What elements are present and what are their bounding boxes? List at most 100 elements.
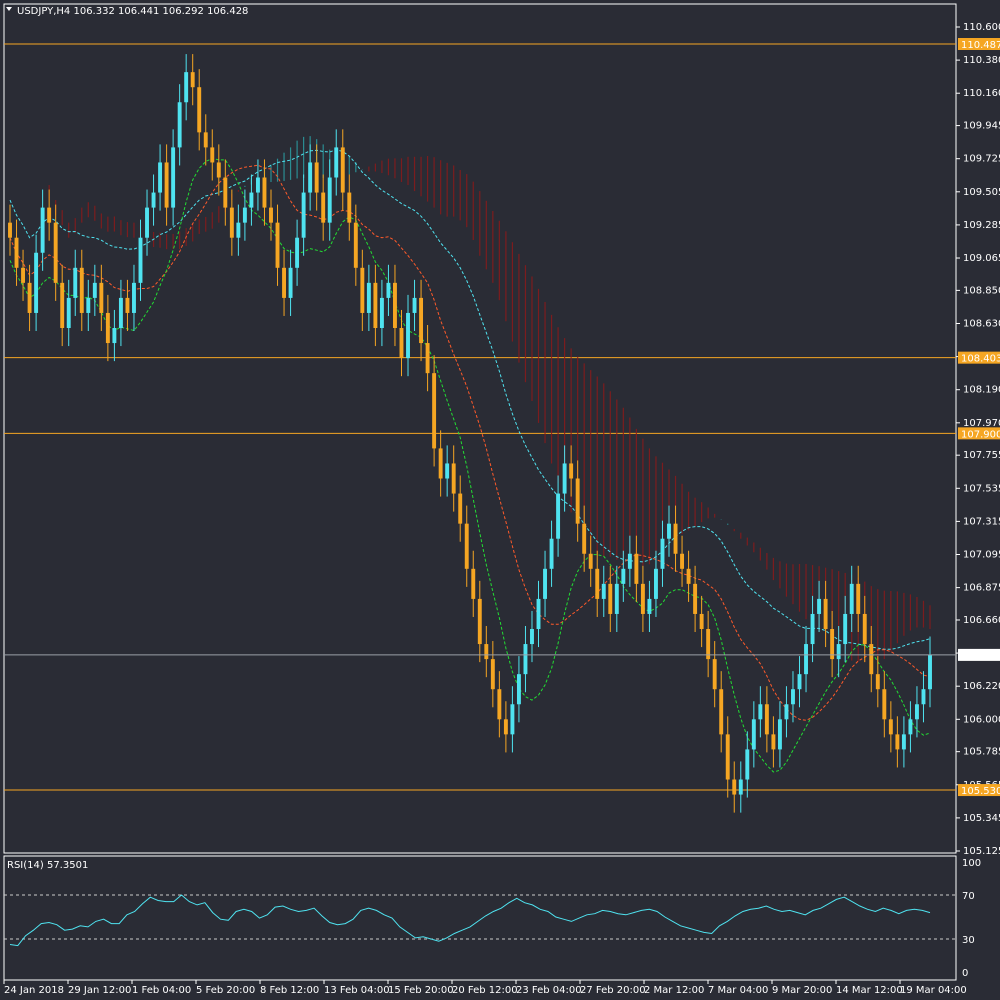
candle-body: [432, 373, 437, 449]
candle-body: [314, 162, 319, 193]
candle-body: [269, 207, 273, 223]
candle-body: [588, 553, 593, 569]
level-label: 108.403: [961, 354, 1000, 365]
rsi-axis-label: 100: [962, 858, 981, 869]
candle-body: [308, 162, 313, 193]
candle-body: [92, 282, 97, 298]
candle-body: [523, 644, 528, 675]
candle-body: [875, 674, 880, 690]
candle-body: [530, 629, 534, 645]
candle-body: [203, 132, 208, 148]
candle-body: [301, 192, 306, 238]
candle-body: [86, 297, 91, 313]
candle-body: [282, 267, 286, 298]
candle-body: [190, 72, 195, 88]
price-axis-label: 110.380: [963, 55, 1000, 66]
candle-body: [132, 282, 136, 313]
candle-body: [647, 598, 652, 614]
candle-body: [353, 222, 358, 268]
candle-body: [40, 207, 45, 253]
candle-body: [914, 704, 919, 720]
candle-body: [210, 147, 215, 163]
current-price-label: 106.428: [961, 651, 1000, 662]
price-axis-label: 105.345: [963, 813, 1000, 824]
candle-body: [125, 297, 130, 313]
candle-body: [680, 553, 685, 569]
candle-body: [53, 222, 58, 283]
rsi-axis-label: 0: [962, 968, 968, 979]
rsi-axis-label: 70: [962, 891, 975, 902]
candle-body: [497, 689, 502, 720]
candle-body: [105, 312, 110, 344]
candle-body: [295, 237, 300, 268]
candle-body: [229, 207, 234, 238]
candle-body: [458, 493, 463, 524]
candle-body: [138, 237, 143, 283]
ema-fast-line: [9, 157, 931, 773]
rsi-axis-label: 30: [962, 935, 975, 946]
candle-body: [882, 689, 887, 720]
level-label-box: [958, 427, 1000, 440]
main-price-panel: [3, 3, 957, 854]
candle-body: [732, 779, 737, 795]
time-axis-label: 19 Mar 04:00: [900, 985, 967, 996]
candle-body: [73, 267, 78, 298]
candle-body: [412, 297, 417, 313]
candle-body: [334, 147, 339, 178]
candle-body: [797, 674, 802, 690]
price-axis-label: 107.755: [963, 450, 1000, 461]
triangle-down-icon[interactable]: [6, 7, 12, 11]
candle-body: [171, 147, 176, 208]
candle-body: [236, 222, 241, 238]
candle-body: [477, 598, 482, 645]
candle-body: [66, 297, 71, 329]
candle-body: [451, 463, 456, 494]
candle-body: [60, 282, 65, 329]
time-axis-label: 20 Feb 12:00: [452, 985, 518, 996]
candle-body: [223, 177, 228, 208]
price-axis-label: 105.785: [963, 747, 1000, 758]
candle-body: [810, 613, 815, 645]
candle-body: [8, 222, 12, 238]
candle-body: [275, 222, 280, 268]
candle-body: [706, 629, 711, 660]
candle-body: [888, 719, 893, 735]
chart-title: USDJPY,H4 106.332 106.441 106.292 106.42…: [17, 6, 248, 17]
candle-body: [634, 553, 639, 584]
candle-body: [771, 734, 776, 750]
candle-body: [27, 282, 32, 313]
price-axis-label: 108.850: [963, 285, 1000, 296]
candle-body: [510, 704, 515, 735]
price-panel-frame: [3, 3, 957, 854]
candle-body: [445, 463, 450, 479]
level-label: 107.900: [961, 429, 1000, 440]
candle-body: [784, 704, 789, 720]
candle-body: [216, 162, 221, 178]
candle-body: [242, 207, 247, 223]
time-axis-label: 29 Jan 12:00: [68, 985, 131, 996]
candle-body: [21, 267, 26, 283]
candle-body: [255, 177, 260, 193]
candle-body: [843, 613, 848, 645]
candle-body: [321, 192, 326, 223]
candle-body: [660, 538, 665, 569]
candle-body: [895, 734, 900, 750]
price-axis-label: 106.875: [963, 583, 1000, 594]
time-axis-label: 14 Mar 12:00: [836, 985, 903, 996]
time-axis-label: 2 Mar 12:00: [644, 985, 704, 996]
candle-body: [667, 523, 671, 539]
current-price-box: [958, 648, 1000, 661]
candle-body: [536, 598, 541, 630]
candle-body: [471, 568, 476, 599]
candle-body: [14, 237, 19, 268]
price-axis-label: 105.125: [963, 846, 1000, 857]
candle-body: [627, 553, 632, 569]
price-axis-label: 109.065: [963, 253, 1000, 264]
candle-body: [399, 328, 404, 359]
candle-body: [112, 328, 117, 344]
time-axis-label: 27 Feb 20:00: [580, 985, 646, 996]
candle-body: [464, 523, 469, 569]
candle-body: [582, 523, 587, 554]
candle-body: [738, 779, 743, 795]
time-axis-label: 24 Jan 2018: [4, 985, 64, 996]
